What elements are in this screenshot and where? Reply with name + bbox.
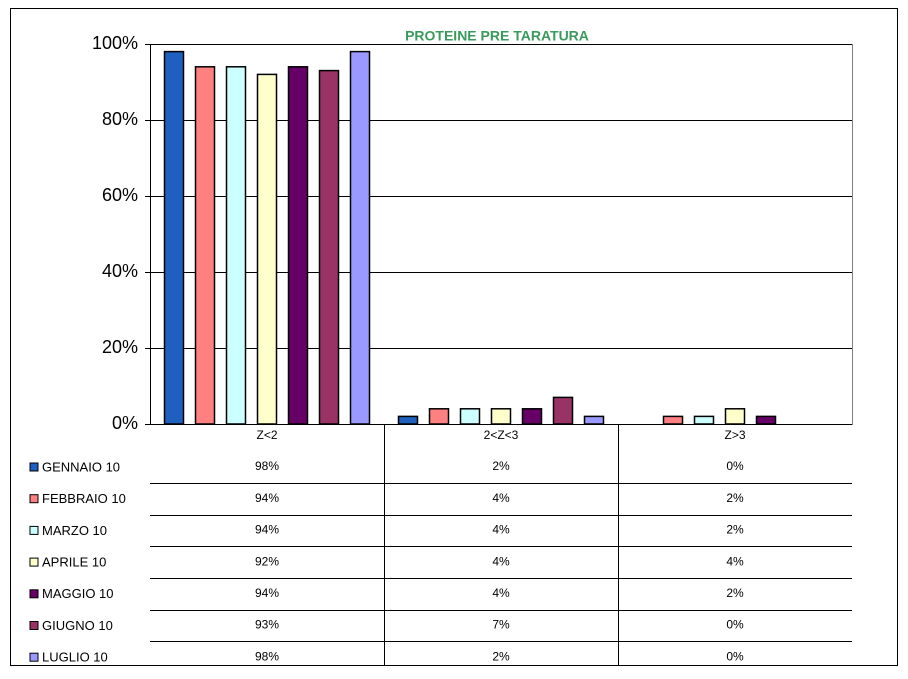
bar bbox=[163, 50, 185, 425]
value-label: 94% bbox=[255, 491, 279, 505]
bar bbox=[583, 415, 605, 425]
value-label: 94% bbox=[255, 586, 279, 600]
y-tick-label: 60% bbox=[102, 185, 138, 205]
legend-key bbox=[29, 494, 39, 504]
value-label: 98% bbox=[255, 459, 279, 473]
value-label: 2% bbox=[492, 649, 510, 663]
bar bbox=[459, 408, 481, 425]
legend-key bbox=[29, 621, 39, 630]
bar bbox=[552, 396, 574, 425]
value-label: 0% bbox=[726, 649, 744, 663]
y-tick-label: 0% bbox=[112, 413, 138, 433]
y-tick-label: 100% bbox=[92, 33, 138, 53]
legend-key bbox=[29, 652, 39, 662]
chart-title: PROTEINE PRE TARATURA bbox=[405, 28, 589, 44]
value-label: 2% bbox=[726, 523, 744, 537]
value-label: 4% bbox=[492, 586, 510, 600]
legend-label: GIUGNO 10 bbox=[42, 618, 113, 633]
bar bbox=[724, 408, 746, 425]
value-label: 92% bbox=[255, 554, 279, 568]
bar bbox=[693, 415, 715, 425]
value-label: 4% bbox=[492, 491, 510, 505]
value-label: 2% bbox=[726, 491, 744, 505]
legend-label: MAGGIO 10 bbox=[42, 586, 114, 601]
y-tick-label: 40% bbox=[102, 261, 138, 281]
bar bbox=[194, 66, 216, 425]
legend-label: GENNAIO 10 bbox=[42, 459, 120, 474]
value-label: 2% bbox=[726, 586, 744, 600]
bar bbox=[755, 415, 777, 425]
bar bbox=[225, 66, 247, 425]
bar bbox=[662, 415, 684, 425]
x-tick-label: Z>3 bbox=[724, 428, 745, 442]
value-label: 2% bbox=[492, 459, 510, 473]
value-label: 4% bbox=[726, 554, 744, 568]
y-tick-label: 20% bbox=[102, 337, 138, 357]
x-tick-label: Z<2 bbox=[256, 428, 277, 442]
plot-area bbox=[150, 44, 853, 425]
value-label: 4% bbox=[492, 554, 510, 568]
bar bbox=[428, 408, 450, 425]
legend-key bbox=[29, 589, 39, 599]
legend-key bbox=[29, 525, 39, 535]
value-label: 0% bbox=[726, 459, 744, 473]
bar bbox=[256, 73, 278, 425]
value-label: 98% bbox=[255, 649, 279, 663]
legend-label: APRILE 10 bbox=[42, 555, 106, 570]
bar bbox=[349, 50, 371, 425]
legend-key bbox=[29, 557, 39, 567]
bar bbox=[287, 66, 309, 425]
value-label: 0% bbox=[726, 618, 744, 632]
legend-label: FEBBRAIO 10 bbox=[42, 491, 126, 506]
x-tick-label: 2<Z<3 bbox=[484, 428, 519, 442]
legend-label: MARZO 10 bbox=[42, 523, 107, 538]
value-label: 94% bbox=[255, 523, 279, 537]
value-label: 7% bbox=[492, 618, 510, 632]
bar bbox=[490, 408, 512, 425]
legend-label: LUGLIO 10 bbox=[42, 650, 108, 665]
value-label: 93% bbox=[255, 618, 279, 632]
bar bbox=[397, 415, 419, 425]
y-tick-label: 80% bbox=[102, 109, 138, 129]
bar bbox=[318, 69, 340, 425]
legend-key bbox=[29, 462, 39, 472]
value-label: 4% bbox=[492, 523, 510, 537]
bar bbox=[521, 408, 543, 425]
